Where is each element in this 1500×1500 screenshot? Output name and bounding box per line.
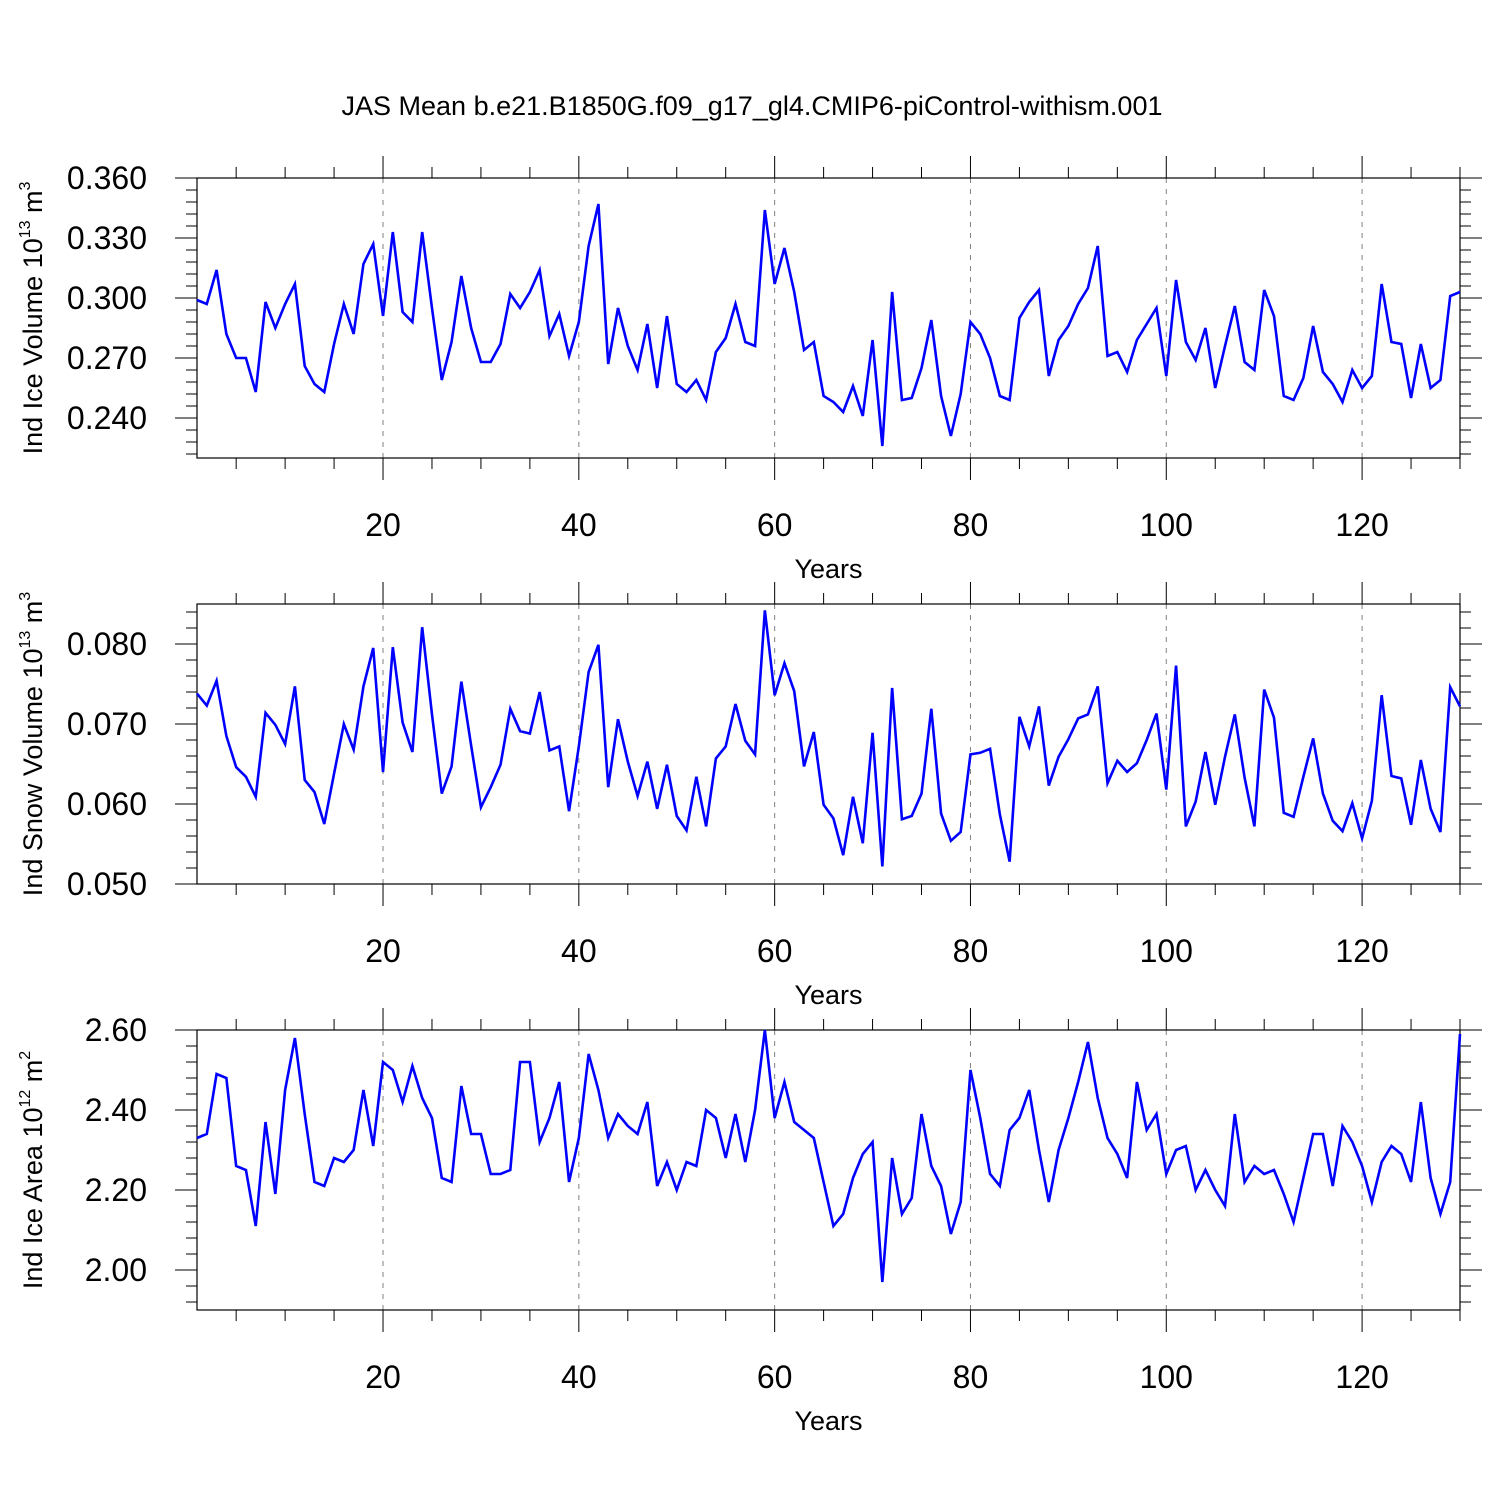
x-tick-label: 120 bbox=[1335, 1359, 1388, 1395]
series-line-1 bbox=[195, 610, 1462, 867]
y-axis-label-unit-exponent: 2 bbox=[17, 1051, 34, 1060]
y-axis-label-unit: m bbox=[18, 190, 48, 220]
x-tick-label: 120 bbox=[1335, 507, 1388, 543]
plot-frame bbox=[196, 603, 1461, 885]
plot-frame bbox=[196, 177, 1461, 459]
x-tick-label: 60 bbox=[757, 933, 793, 969]
x-tick-label: 40 bbox=[561, 1359, 597, 1395]
chart-panel-2: 20 40 60 80 100 120 Years 0.050 0.060 0.070 0.080 I… bbox=[17, 582, 1482, 1010]
y-axis-label-unit-exponent: 3 bbox=[17, 181, 34, 190]
x-axis-label: Years bbox=[794, 554, 862, 584]
y-tick-label: 0.270 bbox=[67, 340, 147, 376]
x-tick-label: 120 bbox=[1335, 933, 1388, 969]
chart-panel-1: 20 40 60 80 100 120 Years 0.240 0.270 0.300 0.330 0… bbox=[17, 156, 1482, 584]
x-tick-label: 20 bbox=[365, 1359, 401, 1395]
x-tick-label: 80 bbox=[953, 933, 989, 969]
y-axis-label: Ind Snow Volume 1013 m3 bbox=[17, 592, 48, 896]
x-tick-label: 80 bbox=[953, 1359, 989, 1395]
y-tick-label: 0.070 bbox=[67, 706, 147, 742]
y-tick-label: 2.60 bbox=[85, 1012, 147, 1048]
y-tick-label: 2.40 bbox=[85, 1092, 147, 1128]
y-tick-label: 0.240 bbox=[67, 400, 147, 436]
x-tick-label: 60 bbox=[757, 507, 793, 543]
x-tick-label: 40 bbox=[561, 933, 597, 969]
y-axis-label-unit: m bbox=[18, 1060, 48, 1090]
plot-frame bbox=[196, 1029, 1461, 1311]
y-axis-label-text: Ind Snow Volume 10 bbox=[18, 649, 48, 897]
y-axis-label: Ind Ice Area 1012 m2 bbox=[17, 1051, 48, 1289]
x-axis-label: Years bbox=[794, 980, 862, 1010]
x-tick-label: 60 bbox=[757, 1359, 793, 1395]
x-tick-label: 100 bbox=[1140, 507, 1193, 543]
x-tick-label: 20 bbox=[365, 933, 401, 969]
y-axis-label-unit-exponent: 3 bbox=[17, 592, 34, 601]
y-axis-label-unit: m bbox=[18, 601, 48, 631]
x-tick-label: 100 bbox=[1140, 1359, 1193, 1395]
y-tick-label: 0.050 bbox=[67, 866, 147, 902]
figure-title: JAS Mean b.e21.B1850G.f09_g17_gl4.CMIP6-… bbox=[342, 91, 1163, 121]
x-axis-label: Years bbox=[794, 1406, 862, 1436]
series-line-1 bbox=[196, 1029, 1462, 1283]
y-axis-label: Ind Ice Volume 1013 m3 bbox=[17, 181, 48, 454]
y-tick-label: 0.060 bbox=[67, 786, 147, 822]
y-tick-label: 0.080 bbox=[67, 626, 147, 662]
y-tick-label: 0.360 bbox=[67, 160, 147, 196]
x-tick-label: 20 bbox=[365, 507, 401, 543]
series-line-1 bbox=[196, 203, 1461, 447]
y-tick-label: 2.00 bbox=[85, 1252, 147, 1288]
y-axis-label-exponent: 13 bbox=[17, 631, 34, 649]
y-axis-label-exponent: 13 bbox=[17, 220, 34, 238]
x-tick-label: 80 bbox=[953, 507, 989, 543]
y-tick-label: 2.20 bbox=[85, 1172, 147, 1208]
y-tick-label: 0.300 bbox=[67, 280, 147, 316]
panels-group: 20 40 60 80 100 120 Years 0.240 0.270 0.300 0.330 0… bbox=[17, 156, 1482, 1436]
x-tick-label: 40 bbox=[561, 507, 597, 543]
y-tick-label: 0.330 bbox=[67, 220, 147, 256]
y-axis-label-exponent: 12 bbox=[17, 1090, 34, 1108]
x-tick-label: 100 bbox=[1140, 933, 1193, 969]
chart-panel-3: 20 40 60 80 100 120 Years 2.00 2.20 2.40 2.60 Ind I… bbox=[17, 1008, 1482, 1436]
y-axis-label-text: Ind Ice Volume 10 bbox=[18, 238, 48, 454]
y-axis-label-text: Ind Ice Area 10 bbox=[18, 1108, 48, 1290]
